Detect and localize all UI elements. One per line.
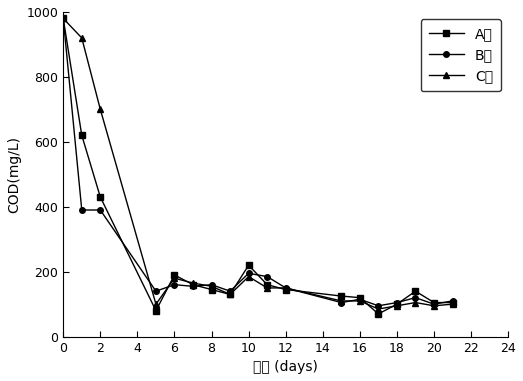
C组: [227, 292, 233, 297]
A组: [172, 273, 178, 277]
C组: [245, 274, 252, 279]
A组: [431, 300, 437, 305]
X-axis label: 天数 (days): 天数 (days): [253, 360, 318, 374]
B组: [338, 300, 345, 305]
B组: [449, 299, 456, 303]
B组: [394, 300, 400, 305]
B组: [376, 304, 382, 308]
A组: [190, 282, 196, 287]
A组: [245, 263, 252, 267]
A组: [153, 308, 159, 313]
Line: C组: C组: [61, 16, 456, 312]
B组: [282, 286, 289, 290]
B组: [227, 289, 233, 293]
B组: [208, 282, 214, 287]
B组: [153, 289, 159, 293]
C组: [172, 276, 178, 280]
C组: [412, 300, 418, 305]
A组: [449, 300, 456, 305]
B组: [60, 16, 66, 21]
A组: [412, 289, 418, 293]
B组: [357, 297, 363, 302]
A组: [60, 16, 66, 21]
A组: [394, 302, 400, 306]
B组: [97, 208, 104, 212]
A组: [97, 195, 104, 199]
C组: [208, 284, 214, 288]
C组: [78, 36, 85, 40]
C组: [282, 286, 289, 290]
B组: [264, 274, 270, 279]
A组: [227, 292, 233, 297]
C组: [394, 304, 400, 308]
B组: [78, 208, 85, 212]
B组: [245, 271, 252, 275]
A组: [357, 295, 363, 300]
A组: [264, 282, 270, 287]
C组: [338, 299, 345, 303]
Line: B组: B组: [61, 16, 456, 309]
C组: [264, 286, 270, 290]
C组: [60, 16, 66, 21]
Line: A组: A组: [61, 16, 456, 317]
C组: [449, 302, 456, 306]
B组: [431, 302, 437, 306]
A组: [208, 287, 214, 292]
C组: [190, 281, 196, 285]
B组: [190, 284, 196, 288]
Legend: A组, B组, C组: A组, B组, C组: [420, 19, 501, 91]
B组: [412, 295, 418, 300]
C组: [357, 299, 363, 303]
Y-axis label: COD(mg/L): COD(mg/L): [7, 136, 21, 213]
C组: [431, 304, 437, 308]
A组: [376, 312, 382, 316]
C组: [97, 107, 104, 112]
C组: [376, 307, 382, 311]
A组: [282, 287, 289, 292]
C组: [153, 302, 159, 306]
B组: [172, 282, 178, 287]
A组: [78, 133, 85, 138]
A组: [338, 294, 345, 298]
